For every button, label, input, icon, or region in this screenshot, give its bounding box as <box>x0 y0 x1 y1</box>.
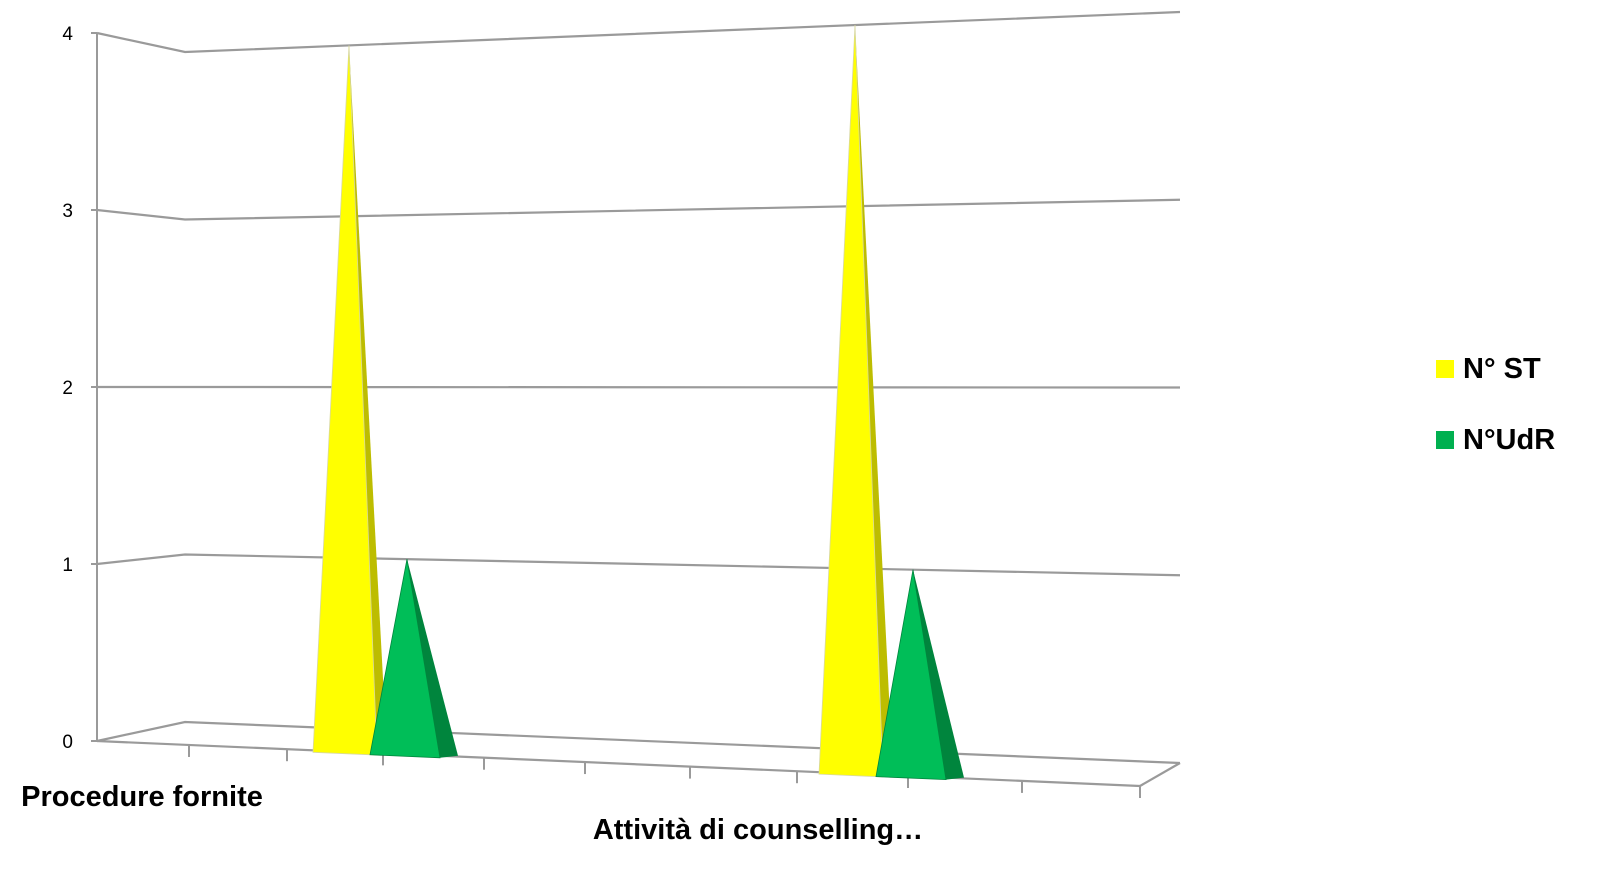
pyramid-side-st <box>349 45 387 756</box>
axes <box>91 32 1181 798</box>
pyramid-st-1 <box>312 45 378 756</box>
legend-swatch-udr <box>1436 431 1454 449</box>
legend: N° ST N°UdR <box>1436 352 1555 494</box>
legend-item-st: N° ST <box>1436 352 1555 386</box>
legend-item-udr: N°UdR <box>1436 423 1555 457</box>
pyramid-side-udr <box>407 559 458 758</box>
y-tick-labels: 0 1 2 3 4 <box>62 24 73 753</box>
category-labels: Procedure fornite Attività di counselling… <box>21 781 923 846</box>
legend-swatch-st <box>1436 360 1454 378</box>
legend-label-st: N° ST <box>1463 352 1541 385</box>
gridline <box>96 720 1181 765</box>
y-tick-label: 0 <box>62 732 73 753</box>
data-marks <box>312 25 964 781</box>
category-label: Procedure fornite <box>21 781 263 813</box>
y-tick-label: 3 <box>62 201 73 222</box>
pyramid-side-st <box>855 25 893 777</box>
gridline <box>96 10 1181 54</box>
gridline <box>96 198 1181 221</box>
pyramid-udr-1 <box>369 559 441 759</box>
y-tick-label: 2 <box>62 378 73 399</box>
legend-label-udr: N°UdR <box>1463 423 1556 456</box>
category-label: Attività di counselling… <box>593 814 923 846</box>
x-axis <box>96 739 1141 788</box>
floor-side-edge <box>1139 762 1181 787</box>
pyramid-st-2 <box>818 25 884 778</box>
gridline <box>96 553 1181 577</box>
pyramid-udr-2 <box>875 569 947 781</box>
y-tick-label: 4 <box>62 24 73 45</box>
gridline <box>97 385 1181 389</box>
gridlines <box>96 10 1181 765</box>
y-tick-label: 1 <box>62 555 73 576</box>
pyramid-side-udr <box>913 569 964 780</box>
